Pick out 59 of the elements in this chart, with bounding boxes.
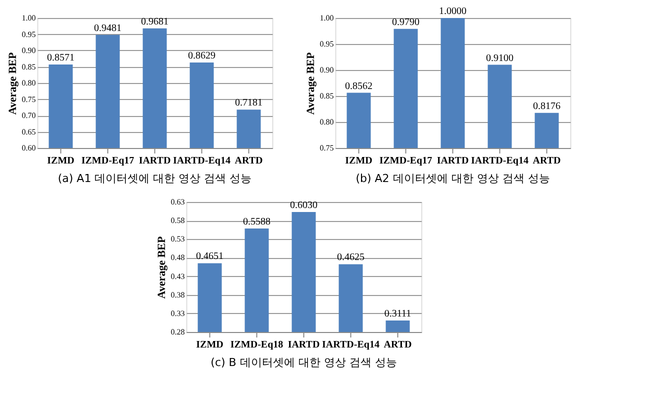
x-tick-label: IZMD-Eq18: [230, 340, 284, 350]
y-tick-label: 0.75: [320, 144, 334, 152]
x-tick-label: IARTD: [288, 340, 320, 350]
x-tick-label: IZMD-Eq17: [81, 156, 134, 166]
y-tick-label: 1.00: [320, 14, 334, 22]
data-label: 0.9681: [141, 16, 168, 28]
data-label: 0.8571: [47, 52, 74, 64]
data-label: 0.7181: [235, 98, 262, 109]
y-axis-title: Average BEP: [156, 236, 168, 299]
y-tick-label: 0.85: [22, 62, 36, 72]
y-tick-label: 0.65: [22, 127, 36, 136]
y-tick-label: 0.60: [22, 144, 36, 152]
y-tick-label: 0.80: [22, 78, 36, 88]
x-tick-label: IARTD: [436, 156, 469, 166]
x-tick-label: IARTD-Eq14: [322, 340, 380, 350]
data-label: 0.8176: [533, 100, 560, 112]
y-tick-label: 0.95: [320, 40, 334, 48]
y-tick-label: 0.95: [22, 30, 36, 39]
x-tick-label: IARTD-Eq14: [471, 156, 528, 166]
data-label: 0.8562: [345, 80, 372, 92]
y-tick-label: 0.90: [320, 66, 334, 74]
text: (c) B 데이터셋에 대한 영상 검색 성능: [210, 356, 397, 369]
y-tick-label: 0.38: [170, 290, 185, 300]
y-tick-label: 0.85: [320, 92, 334, 100]
y-tick-label: 0.90: [22, 46, 36, 55]
x-tick-label: ARTD: [384, 340, 412, 350]
y-tick-label: 0.48: [170, 253, 185, 262]
x-tick-label: IARTD-Eq14: [173, 156, 230, 166]
x-tick-label: IZMD: [196, 340, 224, 350]
data-label: 0.9790: [392, 16, 420, 28]
y-tick-label: 0.53: [170, 234, 185, 244]
x-tick-label: ARTD: [532, 156, 561, 166]
x-tick-label: IZMD: [345, 156, 372, 166]
y-tick-label: 0.70: [22, 111, 36, 120]
y-tick-label: 0.63: [170, 198, 185, 206]
y-tick-label: 0.80: [320, 118, 334, 126]
data-label: 0.5588: [243, 216, 270, 228]
x-tick-label: IZMD-Eq17: [379, 156, 432, 166]
text: (a) A1 데이터셋에 대한 영상 검색 성능: [58, 172, 252, 185]
y-tick-label: 0.58: [170, 216, 185, 226]
y-tick-label: 0.33: [170, 308, 185, 318]
data-label: 0.4651: [196, 251, 224, 262]
text: (b) A2 데이터셋에 대한 영상 검색 성능: [356, 172, 550, 185]
x-tick-label: ARTD: [234, 156, 263, 166]
y-tick-label: 1.00: [22, 14, 36, 22]
data-label: 0.8629: [188, 50, 216, 62]
y-tick-label: 0.75: [22, 94, 36, 104]
data-label: 0.9481: [94, 22, 122, 34]
y-tick-label: 0.28: [170, 328, 185, 336]
data-label: 0.4625: [337, 252, 364, 264]
y-tick-label: 0.43: [170, 272, 185, 281]
data-label: 0.9100: [486, 52, 514, 64]
data-label: 0.3111: [384, 308, 412, 320]
y-axis-title: Average BEP: [6, 52, 19, 115]
y-axis-title: Average BEP: [304, 52, 317, 115]
x-tick-label: IARTD: [138, 156, 171, 166]
x-tick-label: IZMD: [47, 156, 74, 166]
data-label: 0.6030: [290, 200, 318, 212]
data-label: 1.0000: [439, 6, 466, 17]
